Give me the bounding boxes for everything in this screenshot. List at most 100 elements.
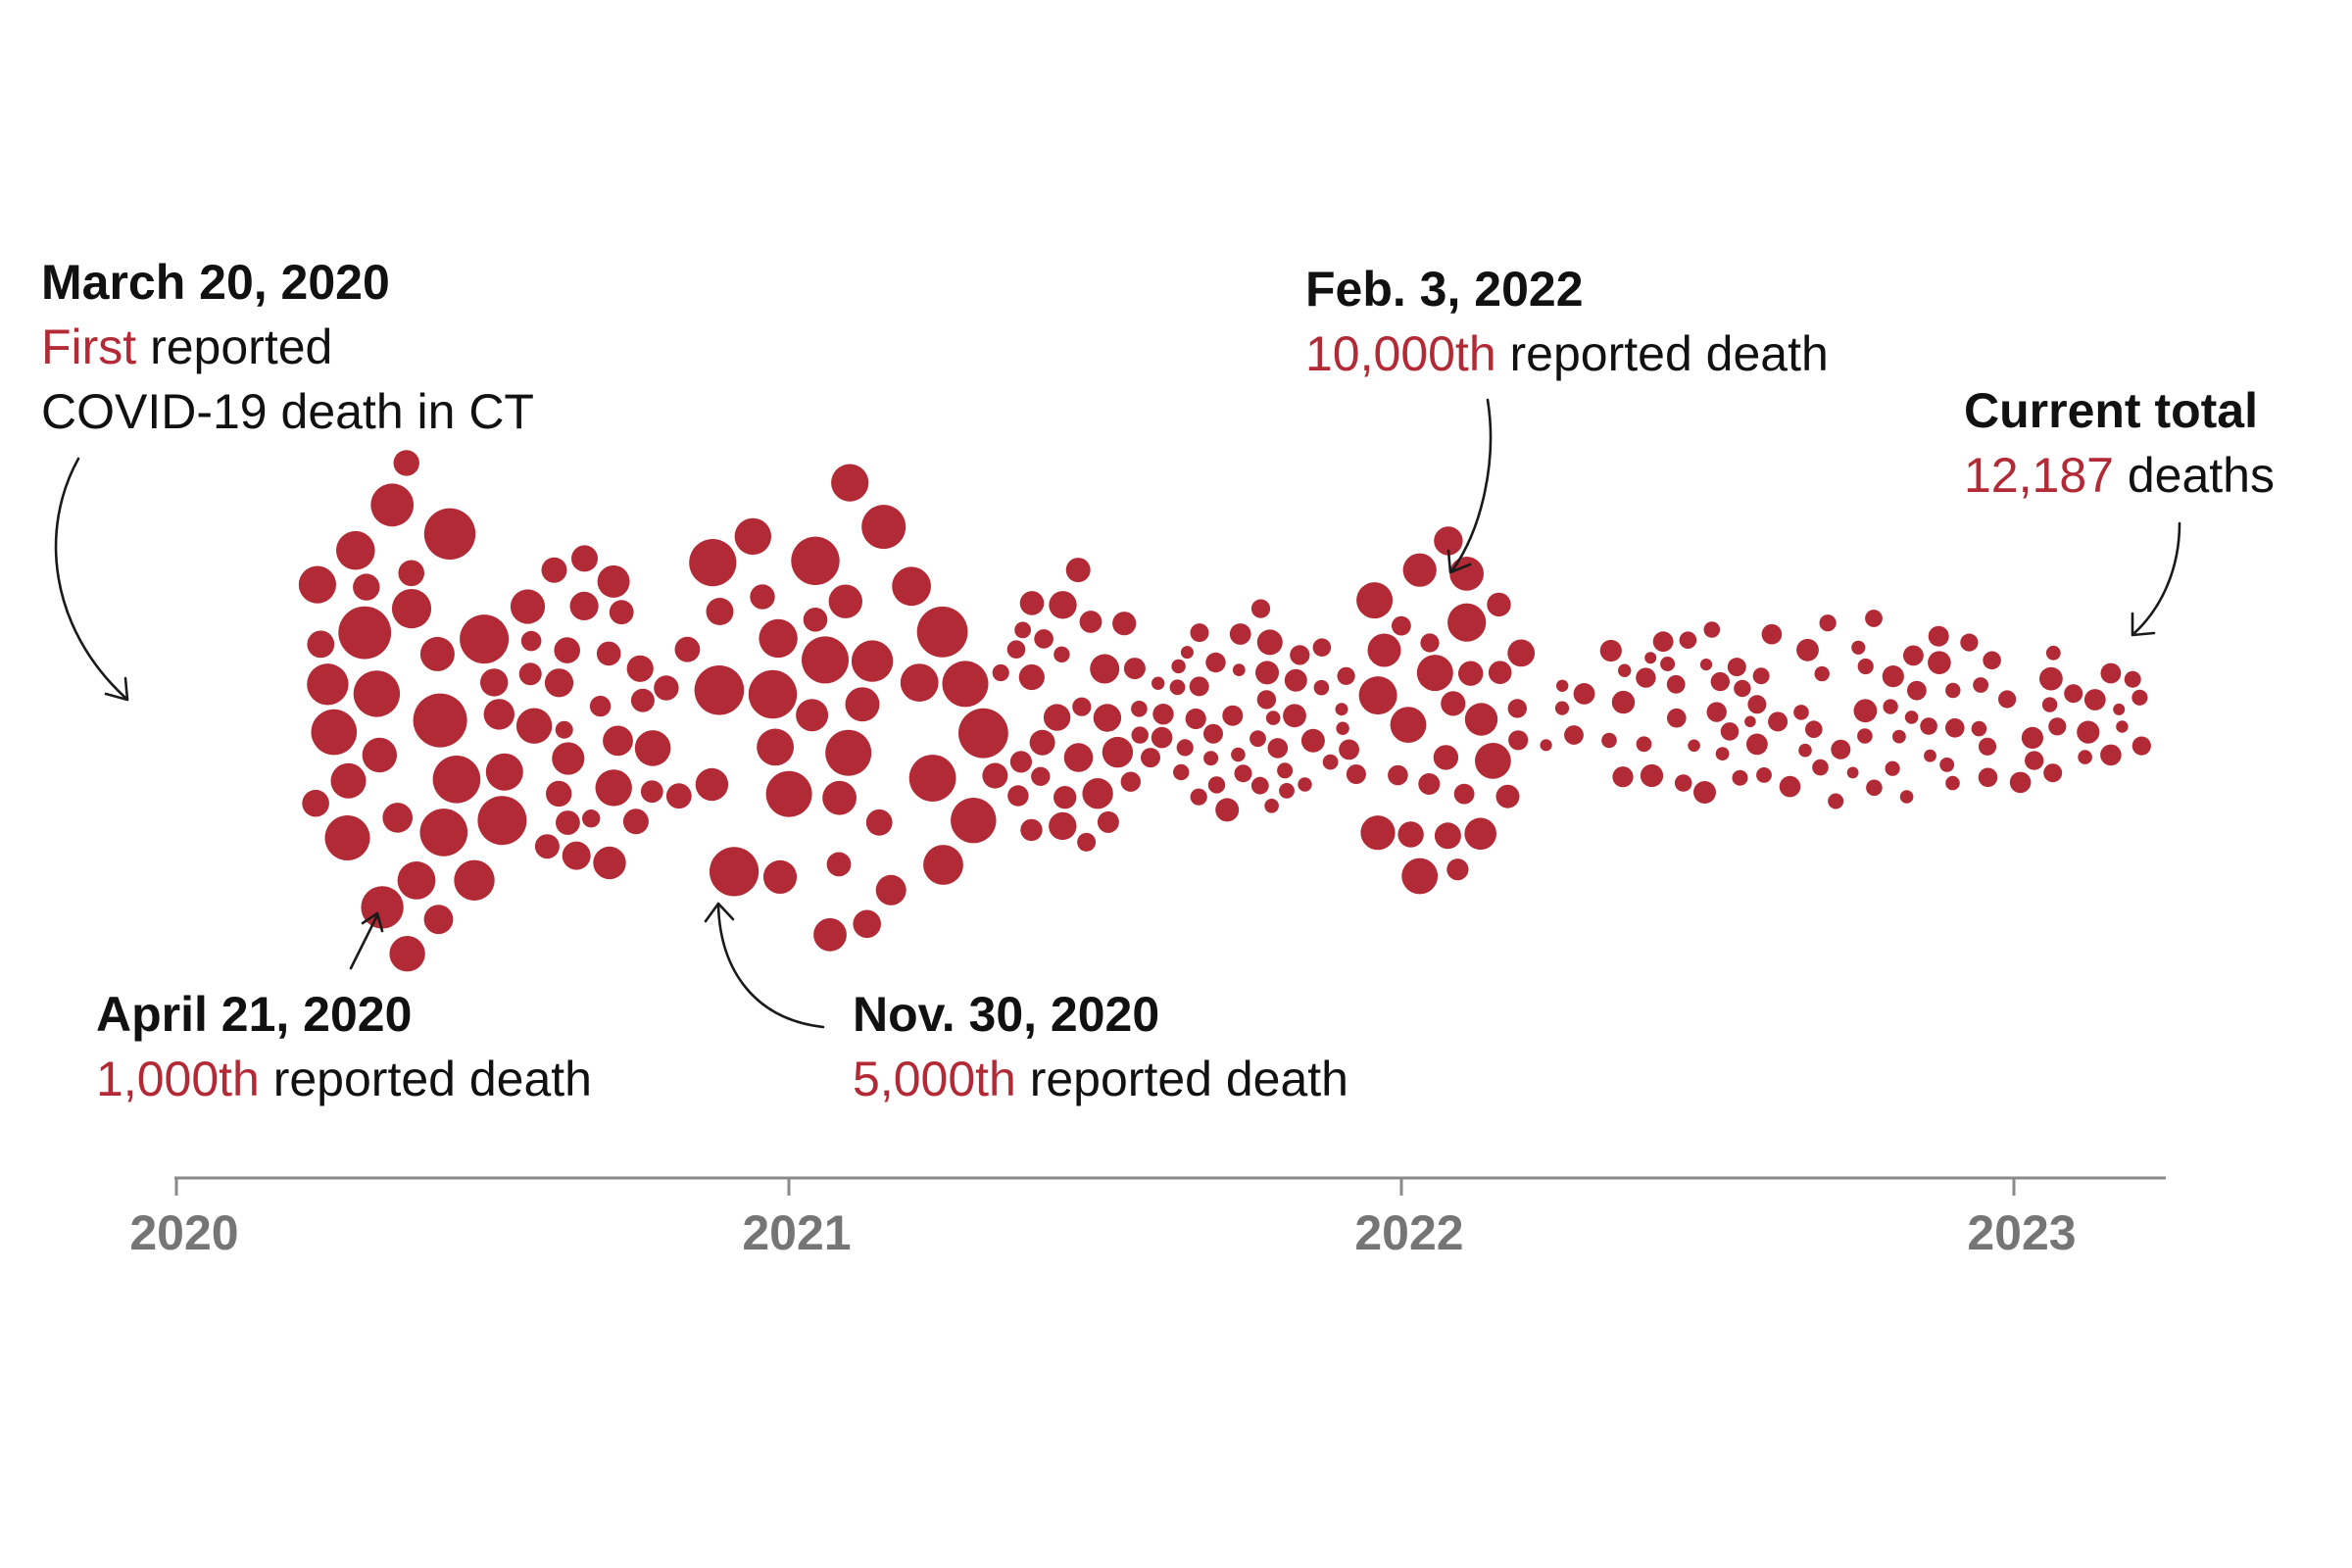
death-dot-period-6	[1636, 736, 1652, 753]
death-dot-period-0	[454, 859, 495, 901]
death-dot-period-6	[2100, 744, 2122, 766]
death-dot-period-6	[2025, 751, 2044, 770]
death-dot-period-6	[1899, 790, 1914, 804]
death-dot-period-3	[1120, 771, 1142, 792]
death-dot-period-3	[1123, 658, 1146, 680]
death-dot-period-6	[1971, 720, 1987, 737]
death-dot-period-4	[1222, 705, 1244, 726]
annotation-text: reported death	[1015, 1052, 1348, 1106]
death-dot-period-4	[1171, 659, 1186, 674]
x-tick-label-2020: 2020	[129, 1205, 238, 1260]
death-dot-period-3	[1077, 832, 1097, 852]
death-dot-period-6	[1761, 623, 1783, 645]
death-dot-period-4	[1256, 629, 1283, 656]
death-dot-period-2	[865, 808, 893, 836]
death-dot-period-5	[1458, 661, 1484, 686]
death-dot-period-2	[831, 464, 869, 502]
death-dot-period-6	[2113, 703, 2126, 715]
death-dot-period-0	[413, 693, 467, 748]
death-dot-period-0	[353, 670, 401, 717]
death-dot-period-2	[674, 636, 701, 662]
death-dot-period-0	[423, 508, 476, 560]
death-dot-period-1	[609, 600, 634, 625]
death-dot-period-1	[640, 780, 663, 804]
death-dot-period-4	[1207, 776, 1226, 794]
death-dot-period-4	[1250, 730, 1266, 748]
death-dot-period-3	[1007, 785, 1029, 807]
death-dot-period-1	[554, 637, 580, 663]
death-dot-period-4	[1264, 799, 1279, 813]
death-dot-period-4	[1277, 762, 1294, 779]
death-dot-period-0	[324, 815, 370, 860]
death-dot-period-3	[1097, 810, 1119, 833]
death-dot-period-1	[518, 662, 542, 686]
death-dot-period-0	[338, 606, 392, 660]
death-dot-period-2	[861, 505, 906, 550]
death-dot-period-6	[1805, 720, 1823, 738]
annotation-text: deaths	[2113, 448, 2275, 503]
death-dot-period-6	[1779, 775, 1801, 798]
death-dot-period-5	[1488, 661, 1512, 684]
death-dot-period-6	[1746, 733, 1768, 756]
death-dot-period-6	[1693, 781, 1716, 804]
death-dot-period-6	[1998, 690, 2017, 709]
x-tick-label-2022: 2022	[1354, 1205, 1463, 1260]
death-dot-period-6	[1883, 699, 1898, 714]
death-dot-period-0	[382, 803, 414, 833]
death-dot-period-2	[689, 539, 737, 587]
arrow-current-total	[2132, 521, 2181, 635]
death-dot-period-6	[1939, 758, 1955, 772]
death-dot-period-4	[1141, 748, 1160, 768]
death-dot-period-6	[1599, 639, 1622, 662]
death-dot-period-6	[1612, 766, 1634, 788]
death-dot-period-4	[1173, 763, 1190, 781]
death-dot-period-6	[1885, 760, 1900, 776]
death-dot-period-6	[2132, 689, 2148, 706]
death-dot-period-4	[1152, 676, 1165, 690]
death-dot-period-6	[1540, 739, 1552, 752]
death-dot-period-5	[1360, 815, 1396, 851]
death-dot-period-4	[1300, 728, 1325, 753]
arrow-10000th-death	[1450, 398, 1493, 572]
death-dot-period-5	[1418, 773, 1441, 795]
death-dot-period-6	[1819, 614, 1837, 632]
death-dot-period-2	[796, 699, 829, 732]
death-dot-period-0	[397, 861, 436, 900]
death-dot-period-4	[1290, 645, 1310, 665]
death-dot-period-4	[1185, 708, 1206, 730]
death-dot-period-1	[544, 668, 574, 698]
arrow-1000th-death	[349, 915, 378, 970]
death-dot-period-6	[1814, 665, 1830, 682]
death-dot-period-0	[389, 936, 425, 972]
death-dot-period-6	[1812, 759, 1829, 776]
death-dot-period-1	[571, 545, 598, 572]
death-dot-period-3	[1063, 743, 1094, 772]
death-dot-period-0	[330, 762, 367, 799]
death-dot-period-6	[1727, 658, 1746, 677]
death-dot-period-0	[419, 636, 455, 671]
death-dot-period-0	[302, 789, 329, 817]
death-dot-period-6	[2009, 771, 2032, 794]
arrow-10000th-death-head	[1446, 549, 1472, 574]
death-dot-period-0	[311, 709, 358, 756]
death-dot-period-5	[1433, 745, 1459, 770]
death-dot-period-1	[569, 591, 599, 621]
death-dot-period-5	[1358, 676, 1397, 715]
annotation-first-death: March 20, 2020 First reported COVID-19 d…	[41, 250, 534, 444]
death-dot-period-0	[460, 614, 510, 664]
death-dot-period-6	[2077, 720, 2100, 744]
death-dot-period-2	[916, 606, 968, 658]
death-dot-period-6	[2116, 720, 2129, 733]
death-dot-period-5	[1420, 633, 1440, 653]
death-dot-period-2	[826, 852, 852, 877]
death-dot-period-0	[419, 808, 468, 857]
death-dot-period-1	[597, 564, 630, 598]
death-dot-period-3	[1014, 621, 1031, 639]
death-dot-period-5	[1464, 703, 1498, 736]
death-dot-period-6	[2048, 717, 2067, 736]
death-dot-period-3	[1082, 778, 1113, 809]
death-dot-period-6	[2124, 670, 2141, 688]
death-dot-period-2	[908, 755, 956, 802]
death-dot-period-2	[765, 770, 812, 817]
death-dot-period-3	[1049, 591, 1077, 619]
